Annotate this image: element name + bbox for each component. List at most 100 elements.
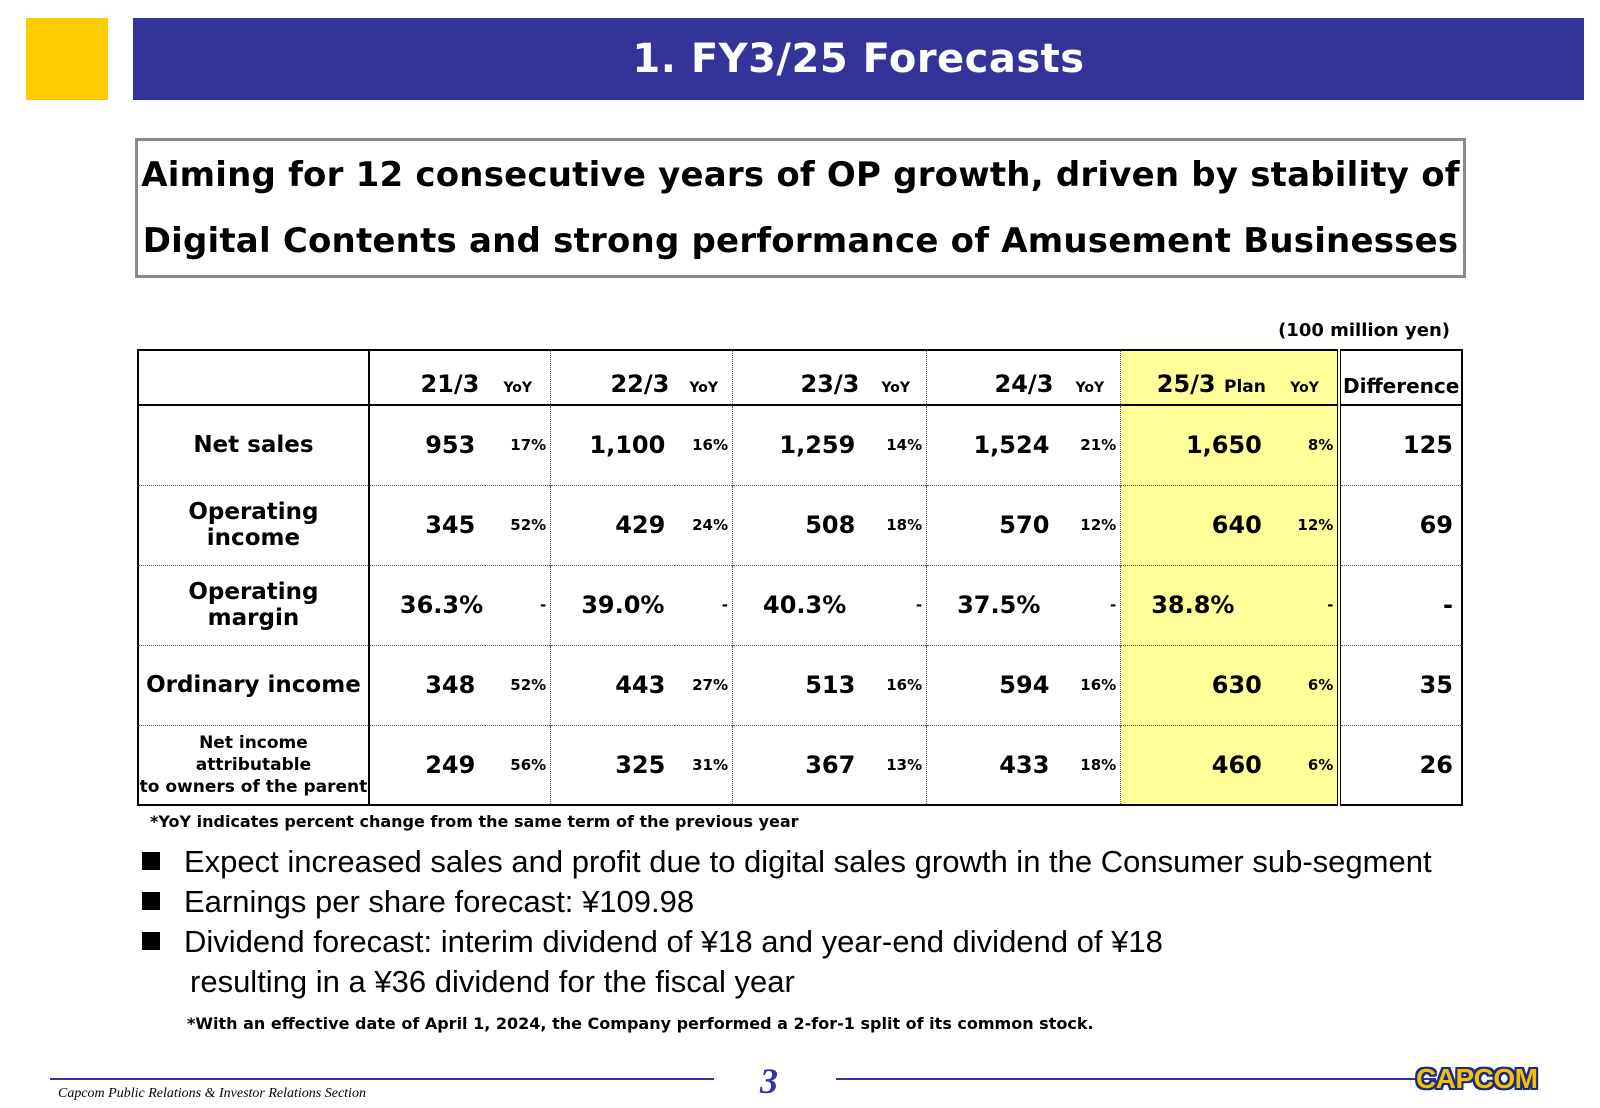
value-cell: 36.3%: [368, 564, 486, 645]
plan-yoy-cell: -: [1271, 564, 1342, 645]
yoy-cell: 14%: [865, 404, 928, 485]
yoy-cell: 27%: [675, 644, 734, 725]
plan-value-cell: 630: [1120, 644, 1272, 725]
yoy-cell: -: [865, 564, 928, 645]
yoy-cell: 52%: [485, 644, 552, 725]
header-difference: Difference: [1342, 374, 1460, 398]
table-row: Net sales 953 17% 1,100 16% 1,259 14% 1,…: [138, 404, 1462, 485]
bullet-square-icon: [142, 852, 160, 870]
value-cell: 40.3%: [732, 564, 866, 645]
plan-yoy-cell: 6%: [1271, 724, 1342, 805]
value-cell: 37.5%: [926, 564, 1060, 645]
footer-divider-left: [50, 1078, 714, 1080]
headline-line-2: Digital Contents and strong performance …: [142, 221, 1459, 261]
row-label: Operating margin: [138, 564, 370, 645]
yoy-cell: 17%: [485, 404, 552, 485]
value-cell: 443: [550, 644, 676, 725]
row-label: Ordinary income: [138, 644, 370, 725]
header-yoy: YoY: [865, 350, 928, 405]
yoy-cell: 56%: [485, 724, 552, 805]
unit-label: (100 million yen): [1278, 320, 1450, 341]
value-cell: 1,259: [732, 404, 866, 485]
plan-yoy-cell: 6%: [1271, 644, 1342, 725]
bullet-square-icon: [142, 932, 160, 950]
plan-value-cell: 460: [1120, 724, 1272, 805]
bullet-text: Earnings per share forecast: ¥109.98: [184, 884, 695, 919]
yoy-cell: 16%: [1059, 644, 1122, 725]
headline-box: Aiming for 12 consecutive years of OP gr…: [135, 138, 1466, 278]
plan-yoy-cell: 12%: [1271, 484, 1342, 565]
table-row: Operating income 345 52% 429 24% 508 18%…: [138, 484, 1462, 565]
row-label: Operating income: [138, 484, 370, 565]
yoy-cell: 18%: [1059, 724, 1122, 805]
plan-yoy-cell: 8%: [1271, 404, 1342, 485]
value-cell: 433: [926, 724, 1060, 805]
header-blank: [138, 350, 370, 405]
value-cell: 39.0%: [550, 564, 676, 645]
header-yoy: YoY: [1271, 350, 1342, 405]
forecast-table: 21/3 YoY 22/3 YoY 23/3 YoY 24/3 YoY 25/3…: [137, 349, 1463, 806]
value-cell: 570: [926, 484, 1060, 565]
value-cell: 594: [926, 644, 1060, 725]
header-year: 23/3: [800, 370, 860, 398]
stock-split-footnote: *With an effective date of April 1, 2024…: [187, 1014, 1094, 1033]
difference-cell: 69: [1339, 484, 1462, 565]
difference-cell: 125: [1339, 404, 1462, 485]
value-cell: 508: [732, 484, 866, 565]
difference-cell: 26: [1339, 724, 1462, 805]
list-item: Dividend forecast: interim dividend of ¥…: [140, 922, 1432, 1002]
header-plan-year: 25/3: [1156, 370, 1216, 398]
plan-value-cell: 38.8%: [1120, 564, 1272, 645]
header-yoy: YoY: [1059, 350, 1122, 405]
row-label-line-1: Net income attributable: [195, 732, 312, 775]
value-cell: 367: [732, 724, 866, 805]
bullet-list: Expect increased sales and profit due to…: [140, 842, 1432, 1002]
yoy-cell: 18%: [865, 484, 928, 565]
capcom-logo: CAPCOM: [1416, 1063, 1538, 1094]
list-item: Earnings per share forecast: ¥109.98: [140, 882, 1432, 922]
footer-section-name: Capcom Public Relations & Investor Relat…: [58, 1086, 366, 1101]
bullet-continuation: resulting in a ¥36 dividend for the fisc…: [190, 964, 795, 999]
plan-value-cell: 640: [1120, 484, 1272, 565]
bullet-square-icon: [142, 892, 160, 910]
yoy-cell: 24%: [675, 484, 734, 565]
value-cell: 345: [368, 484, 486, 565]
yoy-cell: 21%: [1059, 404, 1122, 485]
header-yoy: YoY: [485, 350, 552, 405]
list-item: Expect increased sales and profit due to…: [140, 842, 1432, 882]
yoy-cell: 16%: [865, 644, 928, 725]
table-header-row: 21/3 YoY 22/3 YoY 23/3 YoY 24/3 YoY 25/3…: [138, 350, 1462, 405]
yoy-cell: 52%: [485, 484, 552, 565]
yoy-footnote: *YoY indicates percent change from the s…: [150, 812, 799, 831]
header-year: 24/3: [994, 370, 1054, 398]
table-row: Ordinary income 348 52% 443 27% 513 16% …: [138, 644, 1462, 725]
yoy-cell: -: [485, 564, 552, 645]
value-cell: 429: [550, 484, 676, 565]
page-number: 3: [760, 1061, 778, 1101]
row-label: Net income attributable to owners of the …: [138, 724, 370, 805]
table-row: Net income attributable to owners of the …: [138, 724, 1462, 805]
headline-line-1: Aiming for 12 consecutive years of OP gr…: [141, 155, 1460, 195]
yoy-cell: -: [1059, 564, 1122, 645]
header-plan-word: Plan: [1224, 377, 1266, 397]
difference-cell: 35: [1339, 644, 1462, 725]
value-cell: 325: [550, 724, 676, 805]
yoy-cell: -: [675, 564, 734, 645]
accent-square: [26, 18, 108, 100]
yoy-cell: 13%: [865, 724, 928, 805]
table-row: Operating margin 36.3% - 39.0% - 40.3% -…: [138, 564, 1462, 645]
footer-divider-right: [836, 1078, 1436, 1080]
page-title: 1. FY3/25 Forecasts: [632, 36, 1085, 82]
bullet-text: Dividend forecast: interim dividend of ¥…: [184, 924, 1163, 959]
row-label: Net sales: [138, 404, 370, 485]
value-cell: 348: [368, 644, 486, 725]
difference-cell: -: [1339, 564, 1462, 645]
value-cell: 249: [368, 724, 486, 805]
bullet-text: Expect increased sales and profit due to…: [184, 844, 1432, 879]
value-cell: 1,100: [550, 404, 676, 485]
value-cell: 1,524: [926, 404, 1060, 485]
header-year: 22/3: [610, 370, 670, 398]
plan-value-cell: 1,650: [1120, 404, 1272, 485]
yoy-cell: 31%: [675, 724, 734, 805]
title-bar: 1. FY3/25 Forecasts: [133, 18, 1584, 100]
